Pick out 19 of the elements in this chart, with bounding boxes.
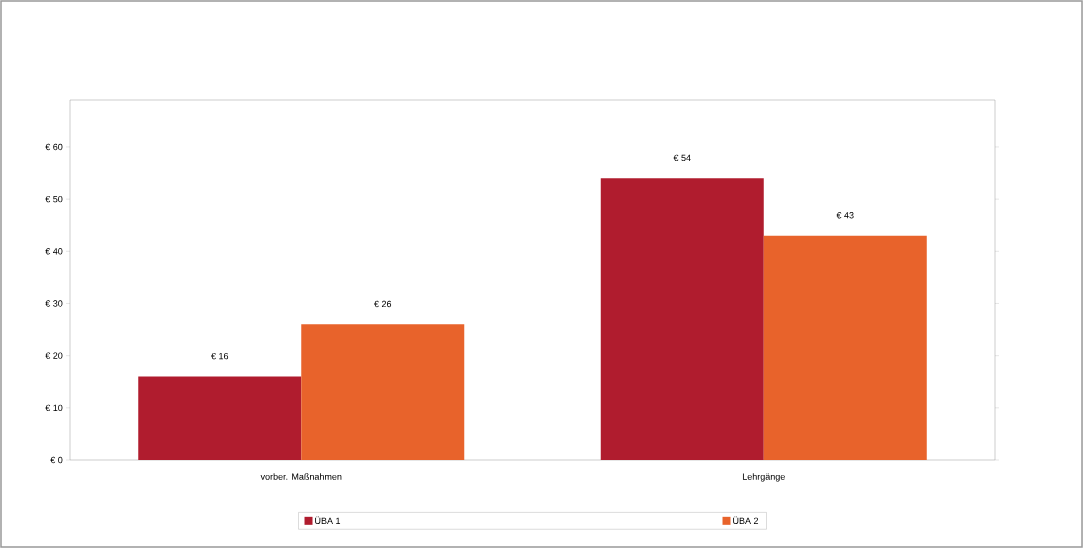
x-tick-label: Lehrgänge <box>742 473 785 482</box>
y-tick-label: € 20 <box>45 352 63 359</box>
bar <box>138 376 302 460</box>
y-tick-label: € 10 <box>45 404 63 412</box>
y-tick-label: € 0 <box>50 456 63 464</box>
bar <box>763 235 927 460</box>
y-tick-label: € 30 <box>45 300 63 307</box>
x-tick-label: vorber. Maßnahmen <box>260 473 342 480</box>
data-label: € 43 <box>836 212 854 219</box>
legend-label: ÜBA 1 <box>315 516 341 525</box>
bar <box>600 178 764 460</box>
legend-label: ÜBA 2 <box>733 516 759 525</box>
data-label: € 16 <box>211 352 229 360</box>
y-tick-label: € 40 <box>45 248 63 255</box>
y-tick-label: € 60 <box>45 143 63 151</box>
y-tick-label: € 50 <box>45 195 63 203</box>
data-label: € 26 <box>374 300 392 308</box>
data-label: € 54 <box>673 154 691 162</box>
bar <box>301 324 465 460</box>
